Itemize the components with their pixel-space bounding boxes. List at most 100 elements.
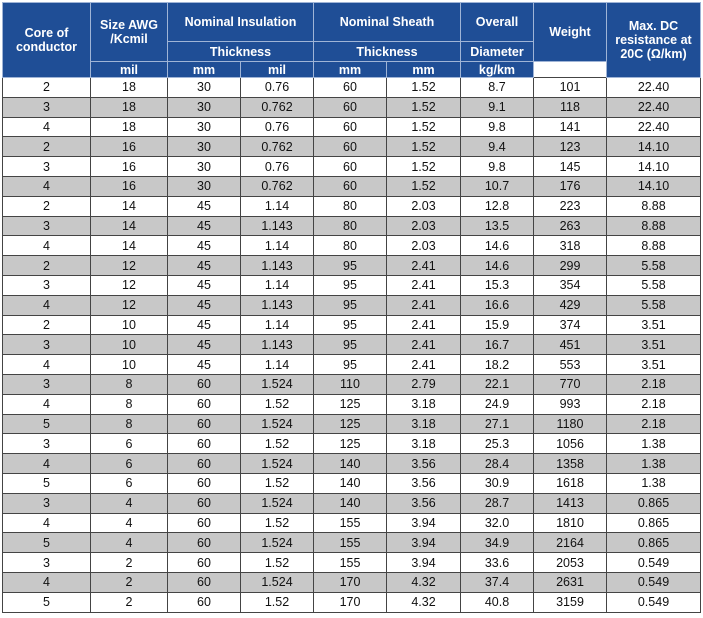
cell-sheath-mil: 60 bbox=[313, 156, 387, 177]
cell-diameter-mm: 37.4 bbox=[460, 571, 534, 593]
table-row: 4 10 45 1.14 95 2.41 18.2 553 3.51 bbox=[2, 354, 701, 375]
cell-diameter-mm: 40.8 bbox=[460, 591, 534, 613]
cell-core: 2 bbox=[2, 136, 91, 158]
cell-resistance: 0.549 bbox=[606, 552, 701, 573]
cell-diameter-mm: 18.2 bbox=[460, 354, 534, 375]
cell-insulation-mil: 60 bbox=[167, 591, 241, 613]
cell-size: 10 bbox=[90, 314, 168, 336]
cell-diameter-mm: 22.1 bbox=[460, 373, 534, 395]
cell-weight: 141 bbox=[533, 116, 607, 138]
cell-sheath-mil: 60 bbox=[313, 116, 387, 138]
cell-weight: 553 bbox=[533, 354, 607, 375]
cell-resistance: 3.51 bbox=[606, 314, 701, 336]
cell-core: 4 bbox=[2, 235, 91, 257]
cell-insulation-mm: 0.76 bbox=[240, 116, 314, 138]
cell-weight: 1056 bbox=[533, 433, 607, 455]
cell-sheath-mm: 3.94 bbox=[386, 552, 461, 573]
cell-insulation-mil: 45 bbox=[167, 255, 241, 276]
cell-core: 4 bbox=[2, 393, 91, 415]
cell-insulation-mil: 60 bbox=[167, 472, 241, 494]
header-weight: Weight bbox=[533, 2, 607, 62]
cell-size: 12 bbox=[90, 274, 168, 296]
cell-resistance: 1.38 bbox=[606, 433, 701, 455]
cell-insulation-mil: 60 bbox=[167, 492, 241, 514]
cell-resistance: 14.10 bbox=[606, 175, 701, 197]
table-header: Core of conductor Size AWG /Kcmil Nomina… bbox=[2, 2, 701, 78]
cell-insulation-mil: 60 bbox=[167, 512, 241, 534]
cell-diameter-mm: 9.4 bbox=[460, 136, 534, 158]
cell-insulation-mil: 60 bbox=[167, 571, 241, 593]
cell-insulation-mil: 30 bbox=[167, 96, 241, 118]
table-row: 5 2 60 1.52 170 4.32 40.8 3159 0.549 bbox=[2, 591, 701, 613]
header-sheath-thickness: Thickness bbox=[313, 41, 461, 62]
cell-sheath-mil: 140 bbox=[313, 472, 387, 494]
cell-sheath-mm: 2.41 bbox=[386, 354, 461, 375]
cell-diameter-mm: 33.6 bbox=[460, 552, 534, 573]
cell-resistance: 5.58 bbox=[606, 255, 701, 276]
table-row: 3 10 45 1.143 95 2.41 16.7 451 3.51 bbox=[2, 334, 701, 356]
cell-weight: 2631 bbox=[533, 571, 607, 593]
cell-size: 10 bbox=[90, 354, 168, 375]
cell-sheath-mil: 125 bbox=[313, 433, 387, 455]
cell-size: 16 bbox=[90, 136, 168, 158]
cell-insulation-mm: 1.524 bbox=[240, 373, 314, 395]
cell-weight: 1358 bbox=[533, 453, 607, 474]
table-row: 3 8 60 1.524 110 2.79 22.1 770 2.18 bbox=[2, 373, 701, 395]
cell-diameter-mm: 15.9 bbox=[460, 314, 534, 336]
cell-insulation-mil: 45 bbox=[167, 294, 241, 316]
cell-sheath-mm: 2.03 bbox=[386, 195, 461, 217]
cell-insulation-mm: 0.762 bbox=[240, 96, 314, 118]
cell-resistance: 22.40 bbox=[606, 96, 701, 118]
cell-insulation-mm: 1.52 bbox=[240, 393, 314, 415]
cell-insulation-mm: 1.14 bbox=[240, 235, 314, 257]
cell-insulation-mm: 1.524 bbox=[240, 571, 314, 593]
cell-insulation-mil: 45 bbox=[167, 354, 241, 375]
cell-insulation-mil: 60 bbox=[167, 433, 241, 455]
cell-sheath-mm: 2.41 bbox=[386, 334, 461, 356]
cell-weight: 1413 bbox=[533, 492, 607, 514]
cell-insulation-mm: 0.762 bbox=[240, 175, 314, 197]
cell-sheath-mm: 2.03 bbox=[386, 235, 461, 257]
cell-insulation-mil: 45 bbox=[167, 274, 241, 296]
cell-sheath-mil: 95 bbox=[313, 334, 387, 356]
cell-insulation-mil: 45 bbox=[167, 235, 241, 257]
cell-resistance: 5.58 bbox=[606, 294, 701, 316]
cell-core: 3 bbox=[2, 215, 91, 237]
cell-sheath-mm: 2.41 bbox=[386, 255, 461, 276]
cell-resistance: 8.88 bbox=[606, 235, 701, 257]
cell-sheath-mil: 170 bbox=[313, 591, 387, 613]
header-unit-sheath-mil: mil bbox=[240, 61, 314, 78]
cell-sheath-mm: 3.56 bbox=[386, 492, 461, 514]
cell-sheath-mm: 3.18 bbox=[386, 433, 461, 455]
cell-diameter-mm: 28.4 bbox=[460, 453, 534, 474]
table-row: 4 14 45 1.14 80 2.03 14.6 318 8.88 bbox=[2, 235, 701, 257]
cell-sheath-mm: 4.32 bbox=[386, 591, 461, 613]
cell-sheath-mil: 95 bbox=[313, 274, 387, 296]
cell-core: 4 bbox=[2, 294, 91, 316]
cell-size: 6 bbox=[90, 453, 168, 474]
cell-insulation-mil: 60 bbox=[167, 373, 241, 395]
header-nominal-insulation: Nominal Insulation bbox=[167, 2, 314, 42]
cell-weight: 145 bbox=[533, 156, 607, 177]
cell-resistance: 0.549 bbox=[606, 571, 701, 593]
cell-size: 8 bbox=[90, 373, 168, 395]
cell-weight: 429 bbox=[533, 294, 607, 316]
cell-core: 3 bbox=[2, 492, 91, 514]
cell-insulation-mil: 30 bbox=[167, 116, 241, 138]
cell-core: 2 bbox=[2, 314, 91, 336]
cell-insulation-mm: 1.52 bbox=[240, 591, 314, 613]
cell-resistance: 1.38 bbox=[606, 472, 701, 494]
cell-resistance: 2.18 bbox=[606, 393, 701, 415]
cell-insulation-mil: 60 bbox=[167, 532, 241, 554]
cell-diameter-mm: 8.7 bbox=[460, 77, 534, 98]
cell-sheath-mil: 140 bbox=[313, 453, 387, 474]
cell-insulation-mil: 60 bbox=[167, 453, 241, 474]
cell-resistance: 22.40 bbox=[606, 77, 701, 98]
cell-weight: 318 bbox=[533, 235, 607, 257]
cell-resistance: 8.88 bbox=[606, 215, 701, 237]
cell-sheath-mil: 95 bbox=[313, 255, 387, 276]
cell-sheath-mil: 95 bbox=[313, 294, 387, 316]
header-unit-insulation-mm: mm bbox=[167, 61, 241, 78]
cell-sheath-mil: 140 bbox=[313, 492, 387, 514]
